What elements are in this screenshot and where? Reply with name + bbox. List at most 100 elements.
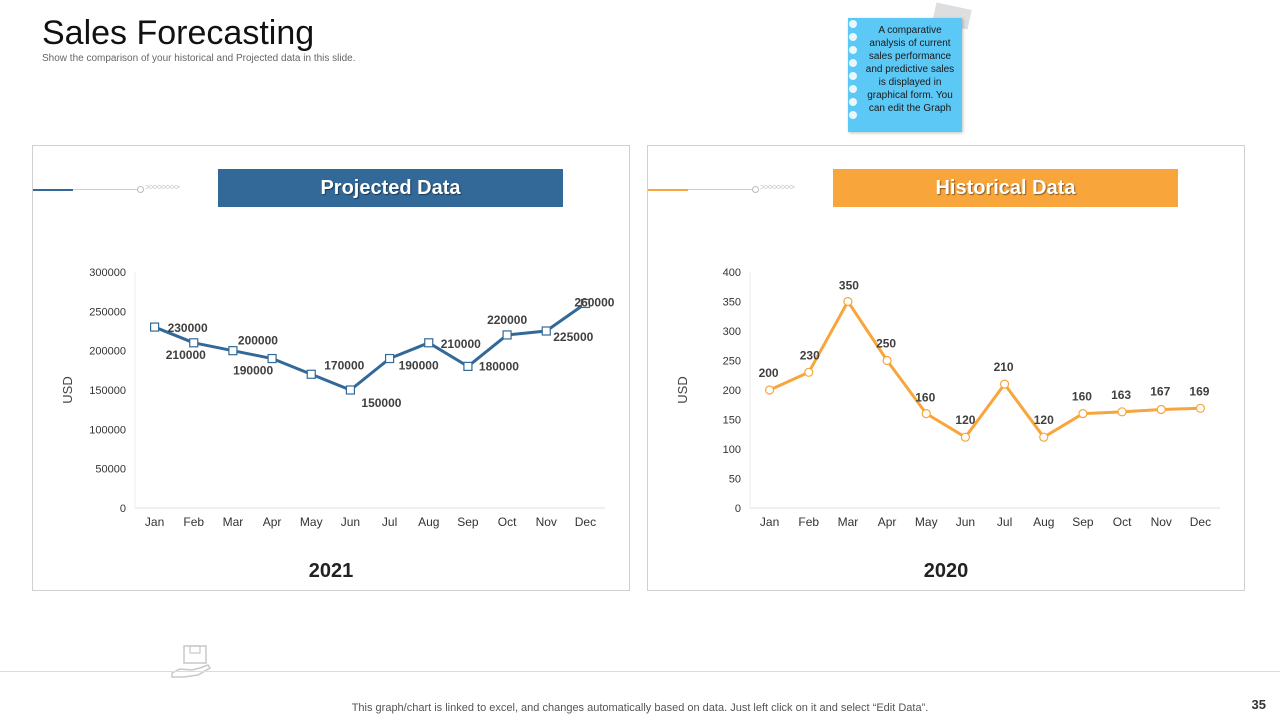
x-tick-label: Feb (183, 515, 204, 529)
y-tick-label: 250000 (89, 306, 126, 318)
data-point-marker[interactable] (502, 330, 512, 340)
x-tick-label: Mar (838, 515, 859, 529)
data-point-marker[interactable] (843, 296, 853, 307)
data-label: 225000 (553, 330, 593, 344)
decorative-line: >>>>>>>> (648, 182, 818, 194)
data-label: 160 (915, 391, 935, 405)
data-point-marker[interactable] (541, 326, 551, 336)
data-point-marker[interactable] (306, 369, 316, 379)
sticky-note: A comparative analysis of current sales … (848, 18, 962, 132)
data-label: 200 (759, 366, 779, 380)
data-label: 230000 (168, 321, 208, 335)
y-tick-label: 400 (723, 267, 741, 279)
page-title: Sales Forecasting (42, 14, 315, 52)
data-label: 260000 (574, 295, 614, 309)
data-point-marker[interactable] (1078, 409, 1088, 419)
data-label: 190000 (233, 364, 273, 378)
data-label: 170000 (324, 358, 364, 372)
y-tick-label: 100000 (89, 424, 126, 436)
data-point-marker[interactable] (1117, 407, 1127, 417)
projected-line-chart[interactable]: 0 50000 100000 150000 200000 250000 300000 USD J… (33, 146, 629, 590)
x-tick-label: Apr (263, 515, 282, 529)
data-label: 210000 (166, 348, 206, 362)
historical-line-chart[interactable]: 0 50 100 150 200 250 300 350 400 USD Jan Feb Mar Apr M… (648, 146, 1244, 590)
data-point-marker[interactable] (267, 353, 277, 364)
data-label: 120 (955, 413, 975, 427)
y-tick-label: 100 (723, 444, 741, 456)
data-point-marker[interactable] (882, 355, 892, 366)
projected-data-panel: >>>>>>>> Projected Data 0 50000 100000 1500… (32, 145, 630, 591)
data-point-marker[interactable] (804, 367, 814, 377)
data-label: 210 (994, 360, 1014, 374)
data-point-marker[interactable] (580, 298, 591, 309)
y-tick-label: 150000 (89, 385, 126, 397)
x-tick-label: Aug (1033, 515, 1054, 529)
footer-divider (0, 671, 1280, 672)
x-tick-label: Dec (575, 515, 596, 529)
data-point-marker[interactable] (1156, 404, 1166, 415)
data-point-marker[interactable] (149, 322, 160, 332)
data-label: 350 (839, 279, 859, 293)
data-point-marker[interactable] (960, 432, 971, 442)
data-label: 150000 (361, 396, 401, 410)
data-point-marker[interactable] (999, 379, 1010, 389)
x-tick-label: Nov (1151, 515, 1172, 529)
data-point-marker[interactable] (345, 385, 356, 395)
decorative-line: >>>>>>>> (33, 182, 203, 194)
y-tick-label: 50000 (95, 464, 126, 476)
data-point-marker[interactable] (384, 353, 395, 364)
data-label: 180000 (479, 359, 519, 373)
x-tick-label: Jun (956, 515, 975, 529)
x-tick-label: Apr (878, 515, 897, 529)
historical-data-banner: Historical Data (833, 169, 1178, 207)
page-number: 35 (1251, 697, 1266, 712)
y-tick-label: 250 (723, 356, 741, 368)
x-tick-label: Feb (798, 515, 819, 529)
sticky-note-text: A comparative analysis of current sales … (865, 25, 955, 114)
y-tick-label: 0 (735, 503, 741, 515)
projected-data-banner: Projected Data (218, 169, 563, 207)
x-tick-label: Mar (223, 515, 244, 529)
x-tick-label: Oct (1113, 515, 1132, 529)
y-tick-label: 200000 (89, 346, 126, 358)
data-point-marker[interactable] (228, 346, 238, 356)
data-label: 250 (876, 337, 896, 351)
y-tick-label: 350 (723, 297, 741, 309)
y-tick-label: 50 (729, 474, 741, 486)
data-point-marker[interactable] (1195, 403, 1206, 413)
series-line (768, 300, 1201, 439)
data-point-marker[interactable] (921, 409, 931, 419)
y-tick-label: 150 (723, 415, 741, 427)
data-point-marker[interactable] (1039, 432, 1049, 442)
data-label: 163 (1111, 388, 1131, 402)
y-axis-title: USD (60, 376, 75, 403)
data-label: 200000 (238, 334, 278, 348)
data-point-marker[interactable] (764, 385, 775, 395)
x-tick-label: May (300, 515, 323, 529)
data-label: 210000 (441, 337, 481, 351)
data-label: 220000 (487, 313, 527, 327)
x-tick-label: Jun (341, 515, 360, 529)
y-tick-label: 0 (120, 503, 126, 515)
x-tick-label: Jul (382, 515, 397, 529)
x-tick-label: May (915, 515, 938, 529)
data-point-marker[interactable] (189, 338, 199, 348)
x-tick-label: Sep (457, 515, 479, 529)
projected-year-label: 2021 (308, 560, 354, 582)
data-label: 230 (800, 348, 820, 362)
data-point-marker[interactable] (463, 361, 473, 371)
y-tick-label: 300 (723, 326, 741, 338)
data-label: 167 (1150, 384, 1170, 398)
notebook-holes (849, 20, 859, 124)
x-tick-label: Nov (536, 515, 557, 529)
hand-box-icon (171, 645, 212, 678)
x-tick-label: Jan (145, 515, 164, 529)
x-tick-label: Jul (997, 515, 1012, 529)
y-axis-title: USD (675, 376, 690, 403)
data-label: 120 (1034, 413, 1054, 427)
y-tick-label: 300000 (89, 267, 126, 279)
footer-note: This graph/chart is linked to excel, and… (351, 702, 929, 714)
x-tick-label: Sep (1072, 515, 1094, 529)
x-tick-label: Oct (498, 515, 517, 529)
data-point-marker[interactable] (424, 338, 434, 348)
